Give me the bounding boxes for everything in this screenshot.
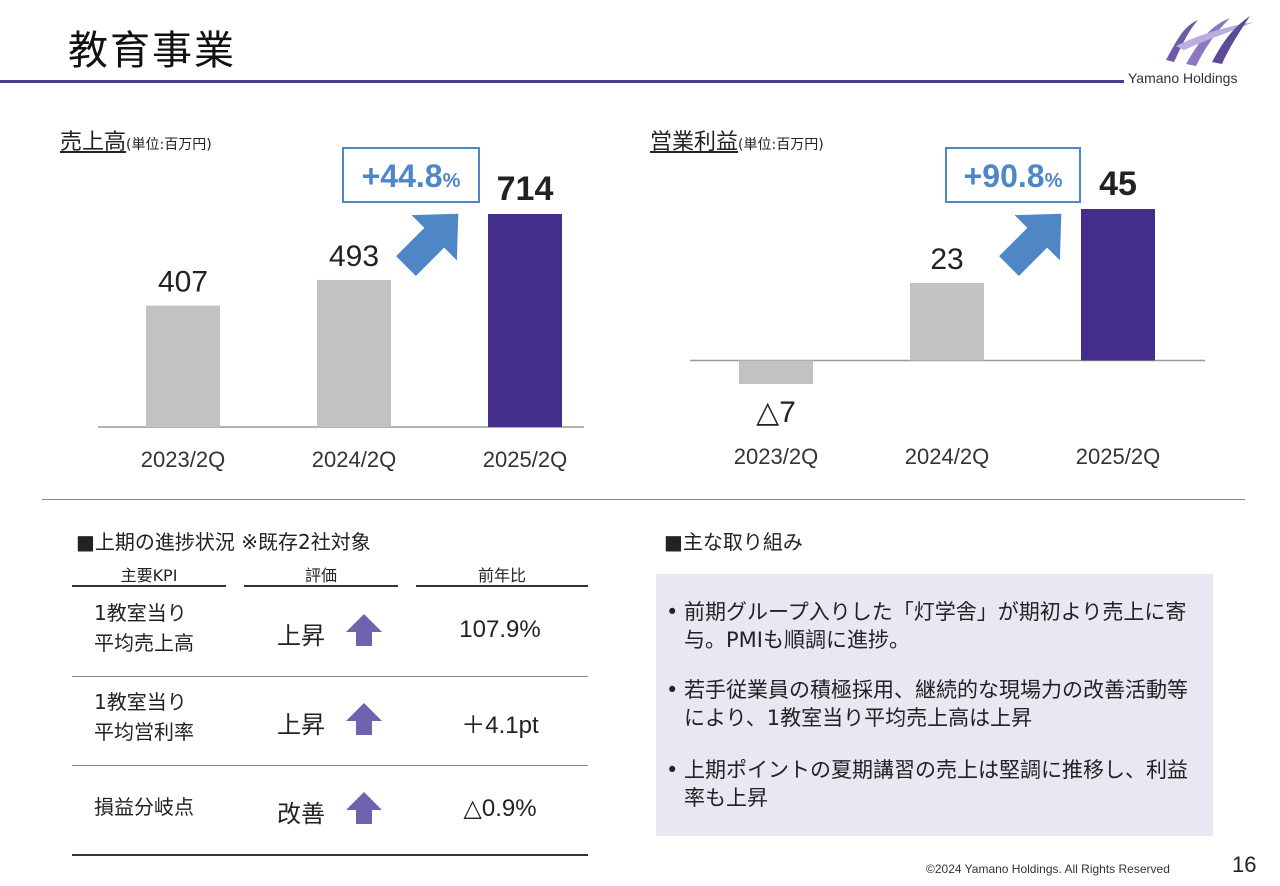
kpi-eval: 上昇 (277, 711, 325, 739)
bar (488, 214, 562, 427)
bar (1081, 209, 1155, 361)
kpi-header-line (244, 585, 398, 587)
kpi-name: 1教室当り 平均営利率 (94, 690, 194, 744)
kpi-heading: ■上期の進捗状況 ※既存2社対象 (76, 530, 371, 554)
initiative-item: • 若手従業員の積極採用、継続的な現場力の改善活動等により、1教室当り平均売上高… (666, 676, 1206, 732)
change-box (342, 147, 480, 203)
initiatives-panel: • 前期グループ入りした「灯学舎」が期初より売上に寄与。PMIも順調に進捗。 •… (656, 574, 1213, 836)
bar (146, 305, 220, 427)
kpi-name: 損益分岐点 (94, 795, 194, 819)
kpi-row: 損益分岐点 改善 △0.9% (72, 766, 588, 856)
page-number: 16 (1232, 852, 1257, 877)
initiative-item: • 上期ポイントの夏期講習の売上は堅調に推移し、利益率も上昇 (666, 756, 1206, 812)
data-label: 45 (1099, 165, 1137, 203)
sales-title: 売上高 (60, 130, 127, 155)
yamano-logo (1166, 16, 1254, 66)
bar (910, 283, 984, 361)
x-tick-label: 2023/2Q (141, 447, 225, 472)
sales-bar-chart: 407 2023/2Q 493 2024/2Q 714 2025/2Q +44.8% (98, 147, 584, 472)
data-label: 714 (497, 170, 554, 208)
kpi-value: ＋4.1pt (461, 712, 539, 739)
kpi-col-kpi: 主要KPI (120, 566, 178, 585)
change-unit: % (1045, 170, 1063, 192)
page-title: 教育事業 (68, 28, 236, 74)
bullet-dot-icon: • (666, 600, 679, 624)
x-tick-label: 2024/2Q (905, 444, 989, 469)
profit-title: 営業利益 (650, 130, 739, 155)
x-tick-label: 2025/2Q (483, 447, 567, 472)
initiative-text: 前期グループ入りした「灯学舎」が期初より売上に寄与。PMIも順調に進捗。 (684, 600, 1187, 652)
kpi-col-yoy: 前年比 (477, 566, 526, 585)
logo-text: Yamano Holdings (1128, 70, 1238, 86)
bar (739, 360, 813, 384)
growth-arrow-icon (999, 213, 1062, 276)
data-label: 23 (930, 243, 963, 276)
data-label: 407 (158, 266, 208, 299)
x-tick-label: 2024/2Q (312, 447, 396, 472)
change-value: +44.8 (362, 158, 443, 194)
change-box (945, 147, 1081, 203)
initiative-text: 若手従業員の積極採用、継続的な現場力の改善活動等により、1教室当り平均売上高は上… (684, 678, 1188, 730)
section-divider (42, 499, 1245, 500)
kpi-row: 1教室当り 平均営利率 上昇 ＋4.1pt (72, 677, 588, 766)
kpi-value: △0.9% (463, 795, 537, 822)
kpi-col-eval: 評価 (304, 566, 337, 585)
kpi-name: 1教室当り 平均売上高 (94, 601, 194, 655)
data-label: △7 (756, 396, 796, 429)
bullet-dot-icon: • (666, 678, 679, 702)
kpi-eval: 改善 (277, 800, 325, 828)
profit-bar-chart: △7 2023/2Q 23 2024/2Q 45 2025/2Q +90.8% (690, 147, 1205, 469)
sales-unit: (単位:百万円) (126, 137, 212, 153)
sales-chart-title: 売上高(単位:百万円) (60, 124, 212, 156)
up-arrow-icon (346, 703, 382, 735)
kpi-table: 主要KPI 評価 前年比 1教室当り 平均売上高 上昇 107.9% 1教室当り… (72, 560, 588, 856)
title-rule (0, 80, 1124, 83)
initiative-text: 上期ポイントの夏期講習の売上は堅調に推移し、利益率も上昇 (684, 758, 1188, 810)
profit-chart-title: 営業利益(単位:百万円) (650, 124, 824, 156)
up-arrow-icon (346, 614, 382, 646)
kpi-header-line (72, 585, 226, 587)
initiative-item: • 前期グループ入りした「灯学舎」が期初より売上に寄与。PMIも順調に進捗。 (666, 598, 1206, 654)
change-unit: % (443, 170, 461, 192)
x-tick-label: 2023/2Q (734, 444, 818, 469)
kpi-eval: 上昇 (277, 622, 325, 650)
change-label: +44.8% (362, 158, 461, 194)
change-label: +90.8% (964, 158, 1063, 194)
kpi-value: 107.9% (459, 616, 541, 643)
up-arrow-icon (346, 792, 382, 824)
profit-unit: (単位:百万円) (738, 137, 824, 153)
change-value: +90.8 (964, 158, 1045, 194)
footer-copyright: ©2024 Yamano Holdings. All Rights Reserv… (926, 862, 1170, 876)
growth-arrow-shape (396, 213, 459, 276)
kpi-header-row: 主要KPI 評価 前年比 (72, 560, 588, 588)
bullet-dot-icon: • (666, 758, 679, 782)
growth-arrow-icon (396, 213, 459, 276)
bar (317, 279, 391, 427)
x-tick-label: 2025/2Q (1076, 444, 1160, 469)
kpi-row: 1教室当り 平均売上高 上昇 107.9% (72, 588, 588, 677)
data-label: 493 (329, 240, 379, 273)
growth-arrow-shape (999, 213, 1062, 276)
kpi-header-line (416, 585, 588, 587)
initiatives-heading: ■主な取り組み (664, 530, 803, 554)
